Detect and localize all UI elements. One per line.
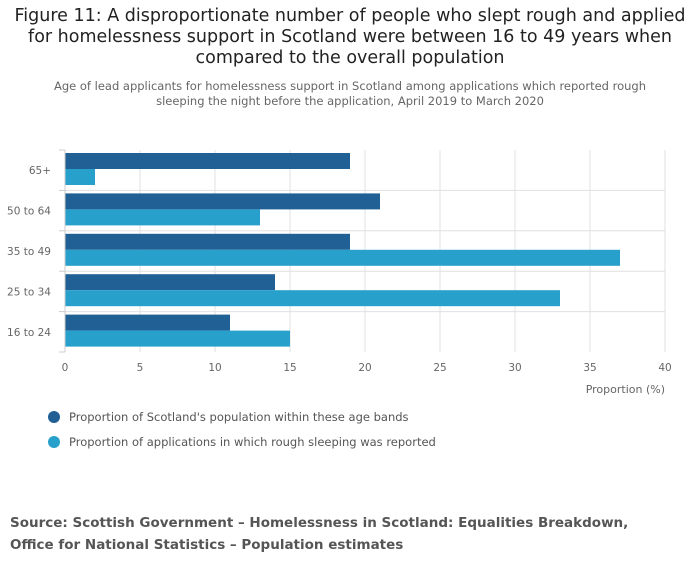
legend-label-population: Proportion of Scotland's population with… xyxy=(69,410,409,424)
bar-population: 65+: 19 xyxy=(65,153,350,169)
x-tick-label: 30 xyxy=(508,362,521,374)
y-tick-label: 16 to 24 xyxy=(7,327,51,339)
y-tick-label: 65+ xyxy=(29,165,51,177)
legend-swatch-population xyxy=(48,411,60,423)
x-tick-label: 15 xyxy=(283,362,296,374)
legend-swatch-applications xyxy=(48,436,60,448)
legend-item-population: Proportion of Scotland's population with… xyxy=(48,408,436,426)
y-tick-label: 25 to 34 xyxy=(7,286,51,298)
y-tick-label: 50 to 64 xyxy=(7,206,51,218)
legend-label-applications: Proportion of applications in which roug… xyxy=(69,435,436,449)
bar-applications: 16 to 24: 15 xyxy=(65,330,290,347)
bar-population: 35 to 49: 19 xyxy=(65,233,350,250)
x-tick-label: 25 xyxy=(433,362,446,374)
chart-title: Figure 11: A disproportionate number of … xyxy=(14,6,686,68)
y-tick-label: 35 to 49 xyxy=(7,246,51,258)
x-tick-label: 0 xyxy=(62,362,69,374)
source-note: Source: Scottish Government – Homelessne… xyxy=(10,515,629,553)
bar-population: 16 to 24: 11 xyxy=(65,314,230,331)
bar-chart: 65+: 1965+: 2 65+ 50 to 64: 2150 to 64: 13… xyxy=(7,149,672,396)
x-tick-label: 40 xyxy=(658,362,671,374)
bar-population: 25 to 34: 14 xyxy=(65,274,275,291)
bar-applications: 35 to 49: 37 xyxy=(65,249,620,266)
chart-subtitle: Age of lead applicants for homelessness … xyxy=(54,79,646,108)
x-axis-title: Proportion (%) xyxy=(586,383,665,396)
bar-population: 50 to 64: 21 xyxy=(65,193,380,210)
x-tick-label: 20 xyxy=(358,362,371,374)
bar-applications: 25 to 34: 33 xyxy=(65,290,560,307)
x-tick-label: 10 xyxy=(208,362,221,374)
chart-legend: Proportion of Scotland's population with… xyxy=(48,408,436,458)
legend-item-applications: Proportion of applications in which roug… xyxy=(48,433,436,451)
bar-applications: 50 to 64: 13 xyxy=(65,209,260,226)
bar-applications: 65+: 2 xyxy=(65,169,95,185)
x-tick-label: 5 xyxy=(137,362,144,374)
x-tick-label: 35 xyxy=(583,362,596,374)
